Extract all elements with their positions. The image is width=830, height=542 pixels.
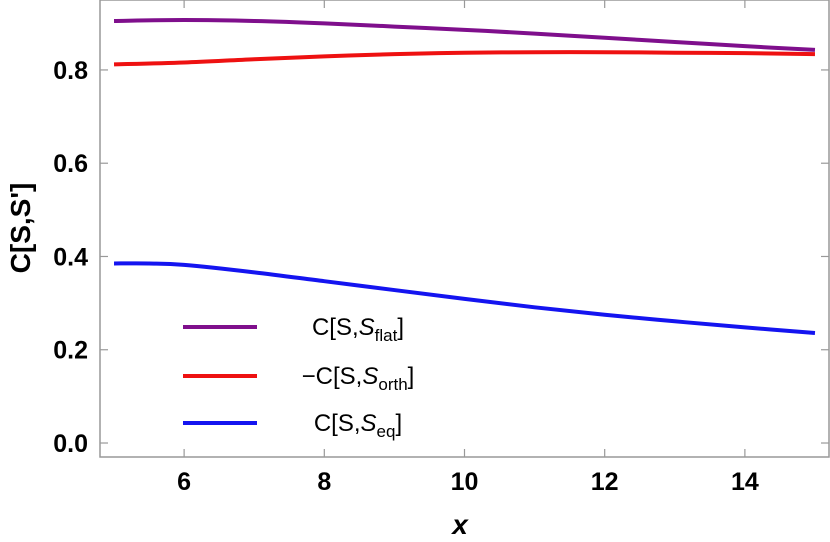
legend-prefix: C[S, <box>312 314 359 341</box>
legend-label-0: C[S,Sflat] <box>312 314 404 345</box>
legend-suffix: ] <box>408 363 415 390</box>
x-tick-label: 12 <box>591 468 619 496</box>
y-axis-label: C[S,S'] <box>5 183 36 274</box>
y-tick-label: 0.6 <box>53 150 88 178</box>
legend-subscript: eq <box>377 422 396 441</box>
y-tick-label: 0.4 <box>53 243 88 271</box>
x-tick-label: 10 <box>451 468 479 496</box>
series-line-2 <box>114 261 816 335</box>
legend: C[S,Sflat]−C[S,Sorth]C[S,Seq] <box>183 314 414 441</box>
legend-prefix: −C[S, <box>302 363 363 390</box>
x-tick-label: 8 <box>317 468 331 496</box>
series-line-1 <box>113 50 816 67</box>
x-axis-label: x <box>450 509 469 540</box>
legend-suffix: ] <box>395 410 402 437</box>
axis-ticks: 6 8 10 12 14 0.0 0.2 0.4 0.6 0.8 <box>53 0 829 496</box>
y-tick-label: 0.0 <box>53 430 88 458</box>
legend-subscript: orth <box>378 375 407 394</box>
legend-label-1: −C[S,Sorth] <box>302 363 415 394</box>
legend-symbol: S <box>361 410 377 437</box>
series-lines <box>113 18 816 335</box>
legend-prefix: C[S, <box>314 410 361 437</box>
y-tick-label: 0.8 <box>53 57 88 85</box>
legend-subscript: flat <box>375 326 398 345</box>
legend-symbol: S <box>359 314 375 341</box>
legend-symbol: S <box>362 363 378 390</box>
x-tick-label: 14 <box>731 468 759 496</box>
x-tick-label: 6 <box>177 468 191 496</box>
legend-suffix: ] <box>397 314 404 341</box>
plot-frame <box>99 0 830 458</box>
legend-label-2: C[S,Seq] <box>314 410 402 441</box>
y-tick-label: 0.2 <box>53 337 88 365</box>
series-line-0 <box>113 18 816 52</box>
